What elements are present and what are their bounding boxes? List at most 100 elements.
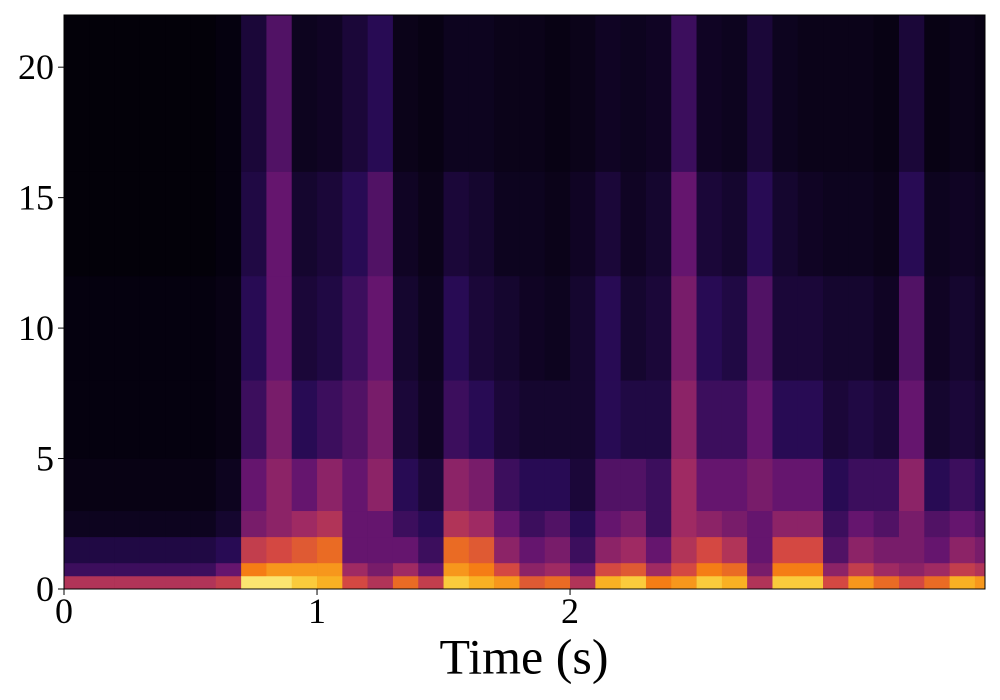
cell: [848, 380, 874, 459]
cell: [671, 536, 697, 564]
cell: [367, 562, 394, 577]
cell: [468, 380, 495, 459]
cell: [418, 275, 444, 381]
cell: [317, 510, 343, 538]
cell: [772, 275, 799, 381]
cell: [873, 275, 900, 381]
cell: [645, 275, 672, 381]
cell: [696, 562, 723, 577]
cell: [570, 171, 596, 277]
cell: [671, 510, 697, 538]
cell: [873, 15, 900, 172]
cell: [949, 536, 976, 564]
cell: [468, 458, 495, 512]
cell: [974, 536, 986, 564]
cell: [392, 15, 419, 172]
cell: [392, 171, 419, 277]
cell: [342, 275, 368, 381]
cell: [215, 458, 242, 512]
cell: [747, 275, 773, 381]
cell: [544, 380, 571, 459]
cell: [721, 536, 748, 564]
cell: [620, 380, 647, 459]
cell: [139, 575, 166, 590]
cell: [519, 575, 546, 590]
cell: [544, 575, 571, 590]
cell: [696, 536, 723, 564]
cell: [317, 275, 343, 381]
cell: [671, 171, 697, 277]
cell: [342, 562, 368, 577]
cell: [848, 536, 874, 564]
cell: [291, 380, 318, 459]
cell: [291, 562, 318, 577]
cell: [924, 536, 950, 564]
cell: [772, 510, 799, 538]
cell: [823, 15, 849, 172]
cell: [291, 536, 318, 564]
cell: [494, 575, 520, 590]
y-tick-label: 15: [18, 178, 54, 218]
cell: [949, 458, 976, 512]
cell: [64, 171, 90, 277]
cell: [190, 171, 217, 277]
cell: [671, 458, 697, 512]
cell: [519, 510, 546, 538]
cell: [342, 171, 368, 277]
cell: [367, 275, 394, 381]
cell: [139, 562, 166, 577]
cell: [494, 458, 520, 512]
cell: [797, 536, 824, 564]
cell: [443, 575, 470, 590]
cell: [772, 536, 799, 564]
cell: [139, 15, 166, 172]
cell: [645, 458, 672, 512]
cell: [620, 536, 647, 564]
cell: [974, 510, 986, 538]
cell: [721, 458, 748, 512]
cell: [89, 575, 115, 590]
cell: [544, 536, 571, 564]
cell: [974, 15, 986, 172]
cell: [241, 536, 267, 564]
cell: [342, 510, 368, 538]
cell: [139, 510, 166, 538]
cell: [468, 536, 495, 564]
cell: [570, 575, 596, 590]
cell: [595, 510, 621, 538]
cell: [974, 380, 986, 459]
cell: [241, 510, 267, 538]
cell: [544, 562, 571, 577]
cell: [721, 15, 748, 172]
cell: [139, 171, 166, 277]
cell: [620, 510, 647, 538]
cell: [317, 562, 343, 577]
cell: [544, 510, 571, 538]
cell: [747, 536, 773, 564]
cell: [797, 275, 824, 381]
cell: [418, 380, 444, 459]
cell: [797, 575, 824, 590]
cell: [494, 536, 520, 564]
cell: [64, 536, 90, 564]
cell: [645, 536, 672, 564]
cell: [772, 15, 799, 172]
cell: [620, 275, 647, 381]
cell: [645, 171, 672, 277]
cell: [190, 458, 217, 512]
cell: [418, 458, 444, 512]
y-tick-label: 20: [18, 47, 54, 87]
cell: [367, 575, 394, 590]
cell: [848, 575, 874, 590]
cell: [317, 380, 343, 459]
cell: [823, 458, 849, 512]
cell: [64, 458, 90, 512]
cell: [620, 575, 647, 590]
cell: [342, 15, 368, 172]
cell: [443, 15, 470, 172]
cell: [797, 510, 824, 538]
cell: [949, 275, 976, 381]
cell: [797, 171, 824, 277]
cell: [418, 562, 444, 577]
